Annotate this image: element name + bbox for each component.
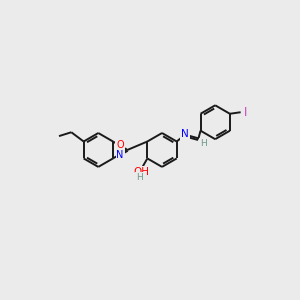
Text: H: H xyxy=(200,139,207,148)
Text: I: I xyxy=(244,106,247,119)
Text: N: N xyxy=(181,129,189,139)
Text: OH: OH xyxy=(133,167,149,177)
Text: N: N xyxy=(116,150,124,160)
Text: H: H xyxy=(136,173,143,182)
Text: O: O xyxy=(116,140,124,150)
